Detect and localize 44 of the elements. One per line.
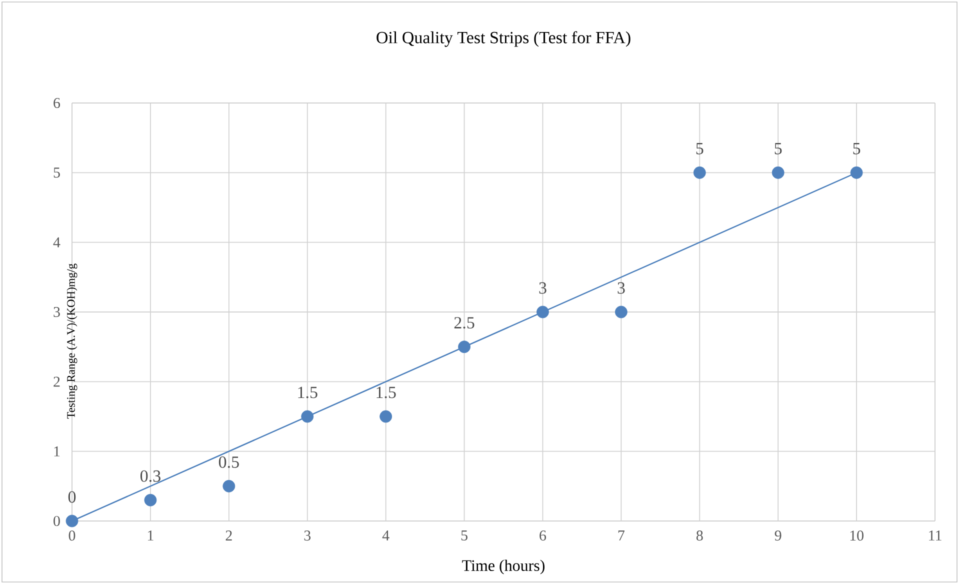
- point: [380, 410, 392, 423]
- y-tick-label: 4: [53, 237, 60, 248]
- y-tick-label: 0: [54, 516, 60, 526]
- data-label: 0.5: [218, 456, 239, 468]
- point: [144, 494, 157, 506]
- point: [301, 410, 314, 423]
- data-label: 1.5: [376, 386, 396, 398]
- point: [850, 166, 863, 179]
- x-tick-label: 3: [304, 530, 311, 541]
- x-tick-label: 11: [929, 530, 942, 540]
- x-tick-label: 8: [696, 530, 703, 541]
- data-label: 5: [853, 143, 860, 154]
- point: [66, 514, 78, 528]
- x-tick-label: 7: [618, 530, 624, 540]
- x-axis-title: Time (hours): [462, 560, 544, 574]
- data-label: 2.5: [454, 317, 474, 329]
- y-tick-label: 6: [54, 98, 60, 108]
- x-tick-label: 4: [382, 530, 390, 540]
- data-label: 0.3: [140, 470, 160, 482]
- x-tick-label: 1: [148, 530, 154, 540]
- data-label: 1.5: [298, 386, 318, 398]
- data-label: 3: [539, 282, 546, 294]
- chart-title: Oil Quality Test Strips (Test for FFA): [376, 31, 630, 47]
- y-tick-label: 3: [54, 306, 60, 318]
- x-tick-label: 0: [68, 530, 76, 541]
- x-tick-label: 5: [461, 530, 468, 540]
- point: [536, 306, 549, 318]
- data-label: 5: [696, 143, 704, 154]
- x-tick-label: 9: [774, 530, 782, 541]
- data-label: 5: [774, 143, 782, 154]
- y-tick-label: 5: [54, 168, 60, 178]
- data-label: 0: [68, 491, 76, 503]
- x-tick-label: 2: [226, 530, 232, 540]
- point: [693, 166, 706, 179]
- y-axis-title: Testing Range (A.V)/(KOH)mg/g: [66, 264, 78, 419]
- point: [222, 480, 236, 492]
- point: [614, 306, 628, 318]
- x-tick-label: 6: [540, 530, 546, 541]
- y-tick-label: 1: [54, 446, 60, 456]
- point: [458, 340, 470, 354]
- x-tick-label: 10: [850, 530, 864, 541]
- point: [772, 166, 784, 179]
- data-label: 3: [618, 282, 625, 294]
- y-tick-label: 2: [54, 376, 60, 387]
